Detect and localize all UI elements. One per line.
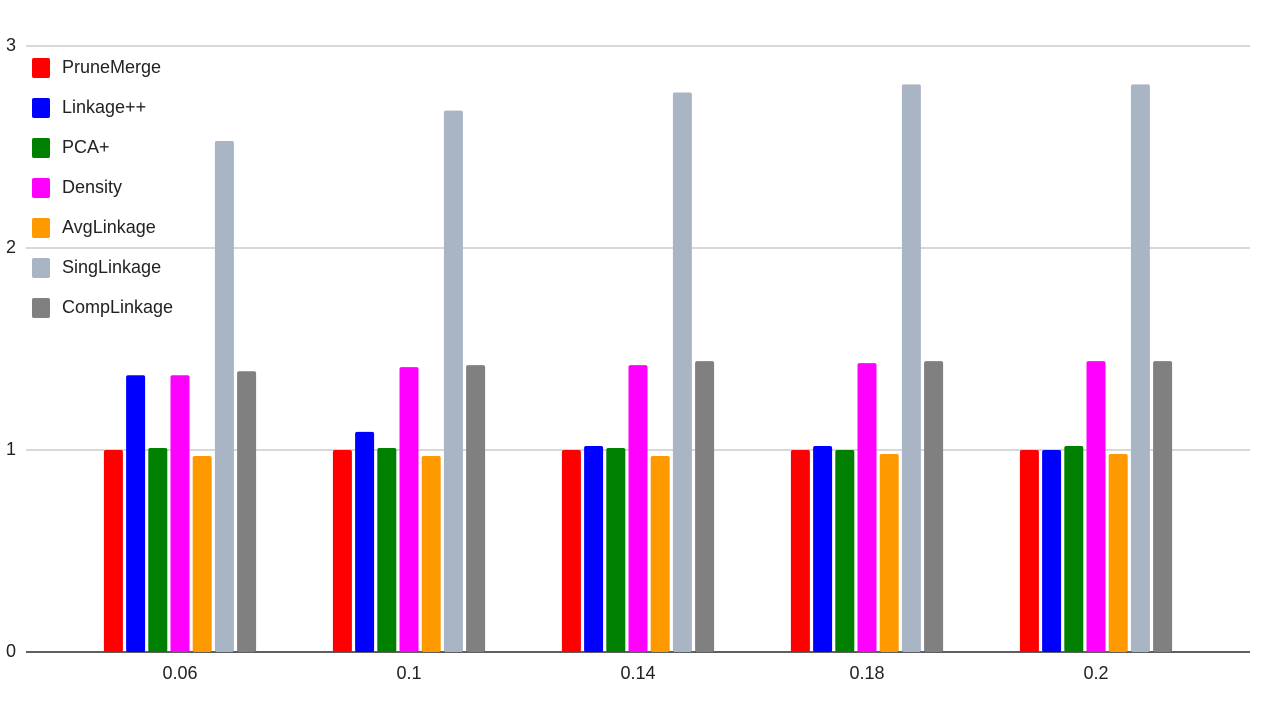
- bar: [355, 431, 375, 652]
- legend-label: PruneMerge: [62, 57, 161, 77]
- y-tick-label: 1: [6, 439, 16, 459]
- bar: [443, 110, 463, 652]
- legend-label: SingLinkage: [62, 257, 161, 277]
- bar: [1086, 361, 1106, 652]
- bar: [561, 450, 581, 652]
- bar: [628, 365, 648, 652]
- legend-label: AvgLinkage: [62, 217, 156, 237]
- bar: [1042, 450, 1062, 652]
- x-tick-label: 0.18: [849, 663, 884, 683]
- bar: [237, 371, 257, 652]
- bar: [790, 450, 810, 652]
- bar: [214, 140, 234, 652]
- bar: [879, 454, 899, 652]
- bar: [857, 363, 877, 652]
- bar: [1019, 450, 1039, 652]
- bar: [672, 92, 692, 652]
- bar: [192, 456, 212, 652]
- bar: [126, 375, 146, 652]
- bar: [466, 365, 486, 652]
- bar: [1130, 84, 1150, 652]
- bar: [813, 445, 833, 652]
- legend-label: PCA+: [62, 137, 110, 157]
- legend-label: CompLinkage: [62, 297, 173, 317]
- legend-swatch: [32, 258, 50, 278]
- bar: [1153, 361, 1173, 652]
- bar: [148, 447, 168, 652]
- x-tick-label: 0.1: [396, 663, 421, 683]
- legend-swatch: [32, 298, 50, 318]
- y-tick-label: 0: [6, 641, 16, 661]
- bar: [695, 361, 715, 652]
- bar: [1108, 454, 1128, 652]
- bar: [584, 445, 604, 652]
- bar: [901, 84, 921, 652]
- bar: [650, 456, 670, 652]
- y-tick-label: 3: [6, 35, 16, 55]
- x-tick-label: 0.06: [162, 663, 197, 683]
- bar: [170, 375, 190, 652]
- bar: [332, 450, 352, 652]
- bar: [377, 447, 397, 652]
- bar: [606, 447, 626, 652]
- bar: [924, 361, 944, 652]
- x-tick-label: 0.2: [1083, 663, 1108, 683]
- legend-label: Linkage++: [62, 97, 146, 117]
- y-tick-label: 2: [6, 237, 16, 257]
- legend-swatch: [32, 58, 50, 78]
- bar: [835, 450, 855, 652]
- legend-swatch: [32, 138, 50, 158]
- legend-swatch: [32, 178, 50, 198]
- x-tick-label: 0.14: [620, 663, 655, 683]
- bar: [399, 367, 419, 652]
- bar: [421, 456, 441, 652]
- legend-swatch: [32, 98, 50, 118]
- bar: [103, 450, 123, 652]
- legend-swatch: [32, 218, 50, 238]
- legend-label: Density: [62, 177, 122, 197]
- bar: [1064, 445, 1084, 652]
